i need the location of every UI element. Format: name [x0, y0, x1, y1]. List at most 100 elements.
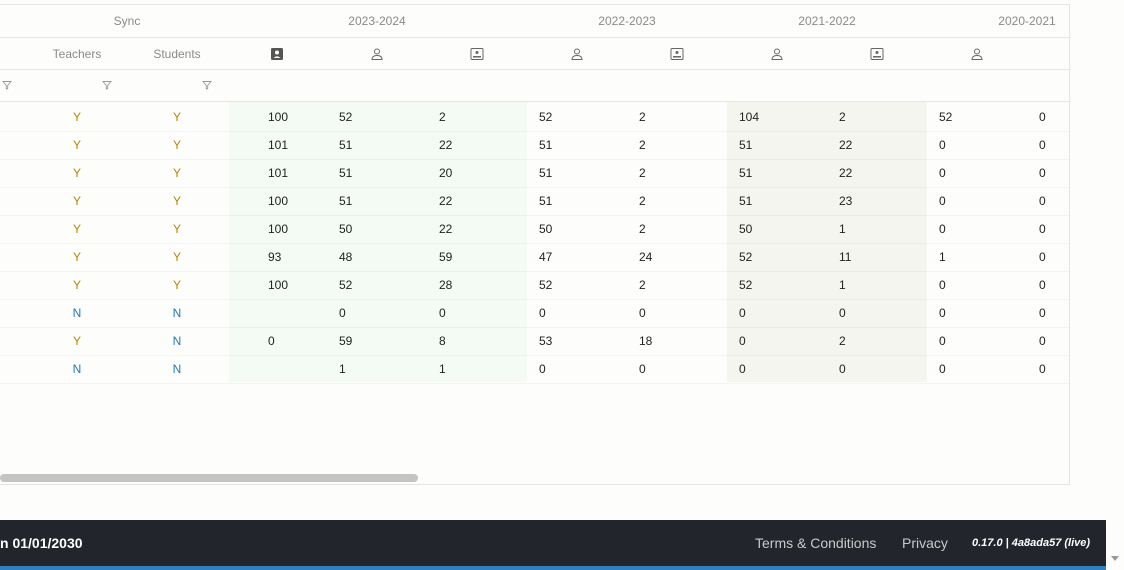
value-cell: 0	[1039, 250, 1046, 264]
person-icon	[771, 48, 783, 60]
value-cell: 100	[268, 278, 289, 292]
value-cell: 52	[939, 110, 953, 124]
value-cell: 52	[539, 110, 553, 124]
value-cell: 11	[839, 250, 852, 264]
scroll-down-arrow-icon[interactable]	[1111, 556, 1119, 561]
value-cell: 1	[339, 362, 346, 376]
year-header-2020-2021[interactable]: 2020-2021	[998, 14, 1056, 28]
value-cell: 2	[639, 222, 646, 236]
value-cell: 23	[839, 194, 853, 208]
person-icon-header[interactable]	[727, 38, 827, 69]
person-icon-header[interactable]	[327, 38, 427, 69]
value-cell: 2	[439, 110, 446, 124]
table-row[interactable]: Y Y 101 51 22 51 2 51 22 0 0	[0, 131, 1069, 160]
value-cell: 100	[268, 222, 289, 236]
privacy-link[interactable]: Privacy	[902, 535, 948, 551]
filter-icon[interactable]	[102, 80, 112, 90]
footer: n 01/01/2030 Terms & Conditions Privacy …	[0, 520, 1106, 566]
students-cell: Y	[172, 278, 181, 292]
teachers-cell: Y	[72, 194, 81, 208]
students-cell: Y	[172, 138, 181, 152]
table-row[interactable]: Y Y 93 48 59 47 24 52 11 1 0	[0, 243, 1069, 272]
value-cell: 47	[539, 250, 553, 264]
value-cell: 2	[839, 334, 846, 348]
value-cell: 0	[939, 166, 946, 180]
value-cell: 2	[639, 138, 646, 152]
person-icon	[971, 48, 983, 60]
value-cell: 50	[539, 222, 553, 236]
version-text: 0.17.0 | 4a8ada57 (live)	[972, 537, 1091, 549]
footer-date-text: n 01/01/2030	[0, 535, 83, 551]
band-2021-2022	[727, 102, 927, 382]
value-cell: 48	[339, 250, 353, 264]
value-cell: 52	[339, 110, 353, 124]
students-column-header[interactable]: Students	[153, 46, 201, 61]
person-icon-header[interactable]	[927, 38, 1027, 69]
class-icon-header[interactable]	[227, 38, 327, 69]
header-column-row: Teachers Students	[0, 38, 1069, 70]
classroom-icon-header[interactable]	[627, 38, 727, 69]
sync-group-header: Sync	[113, 14, 141, 28]
terms-link[interactable]: Terms & Conditions	[755, 535, 877, 551]
value-cell: 59	[439, 250, 453, 264]
teachers-cell: Y	[72, 278, 81, 292]
value-cell: 51	[339, 138, 353, 152]
filter-icon[interactable]	[2, 80, 12, 90]
value-cell: 51	[739, 166, 753, 180]
vertical-scrollbar[interactable]	[1106, 0, 1124, 570]
value-cell: 59	[339, 334, 353, 348]
table-row[interactable]: Y N 0 59 8 53 18 0 2 0 0	[0, 327, 1069, 356]
value-cell: 101	[268, 138, 289, 152]
value-cell: 101	[268, 166, 289, 180]
table-row[interactable]: Y Y 101 51 20 51 2 51 22 0 0	[0, 159, 1069, 188]
value-cell: 100	[268, 110, 289, 124]
band-2023-2024	[229, 102, 527, 382]
value-cell: 0	[268, 334, 275, 348]
value-cell: 0	[539, 362, 546, 376]
person-icon	[371, 48, 383, 60]
value-cell: 50	[739, 222, 753, 236]
teachers-cell: Y	[72, 138, 81, 152]
table-row[interactable]: Y Y 100 51 22 51 2 51 23 0 0	[0, 187, 1069, 216]
students-cell: Y	[172, 222, 181, 236]
value-cell: 2	[639, 278, 646, 292]
value-cell: 51	[739, 194, 753, 208]
horizontal-scrollbar[interactable]	[0, 474, 418, 482]
value-cell: 53	[539, 334, 553, 348]
students-cell: N	[172, 334, 182, 348]
value-cell: 51	[739, 138, 753, 152]
person-icon-header[interactable]	[527, 38, 627, 69]
classroom-icon-header[interactable]	[427, 38, 527, 69]
table-row[interactable]: N N 0 0 0 0 0 0 0 0	[0, 299, 1069, 328]
filter-row	[0, 70, 1069, 102]
classroom-icon-header[interactable]	[827, 38, 927, 69]
table-row[interactable]: N N 1 1 0 0 0 0 0 0	[0, 355, 1069, 384]
value-cell: 22	[839, 166, 853, 180]
year-header-2022-2023[interactable]: 2022-2023	[598, 14, 656, 28]
value-cell: 52	[739, 278, 753, 292]
value-cell: 18	[639, 334, 653, 348]
value-cell: 2	[839, 110, 846, 124]
value-cell: 0	[339, 306, 346, 320]
students-cell: N	[172, 306, 182, 320]
value-cell: 0	[939, 362, 946, 376]
table-row[interactable]: Y Y 100 50 22 50 2 50 1 0 0	[0, 215, 1069, 244]
table-row[interactable]: Y Y 100 52 2 52 2 104 2 52 0	[0, 103, 1069, 132]
value-cell: 0	[639, 362, 646, 376]
value-cell: 22	[439, 194, 453, 208]
students-cell: Y	[172, 110, 181, 124]
year-header-2021-2022[interactable]: 2021-2022	[798, 14, 856, 28]
value-cell: 0	[939, 138, 946, 152]
filter-icon[interactable]	[202, 80, 212, 90]
person-icon	[571, 48, 583, 60]
table-row[interactable]: Y Y 100 52 28 52 2 52 1 0 0	[0, 271, 1069, 300]
value-cell: 0	[839, 362, 846, 376]
classroom-icon	[870, 47, 884, 60]
year-header-2023-2024[interactable]: 2023-2024	[348, 14, 406, 28]
value-cell: 0	[1039, 138, 1046, 152]
value-cell: 0	[939, 194, 946, 208]
classroom-icon	[670, 47, 684, 60]
value-cell: 0	[739, 334, 746, 348]
value-cell: 8	[439, 334, 446, 348]
teachers-column-header[interactable]: Teachers	[52, 46, 102, 61]
